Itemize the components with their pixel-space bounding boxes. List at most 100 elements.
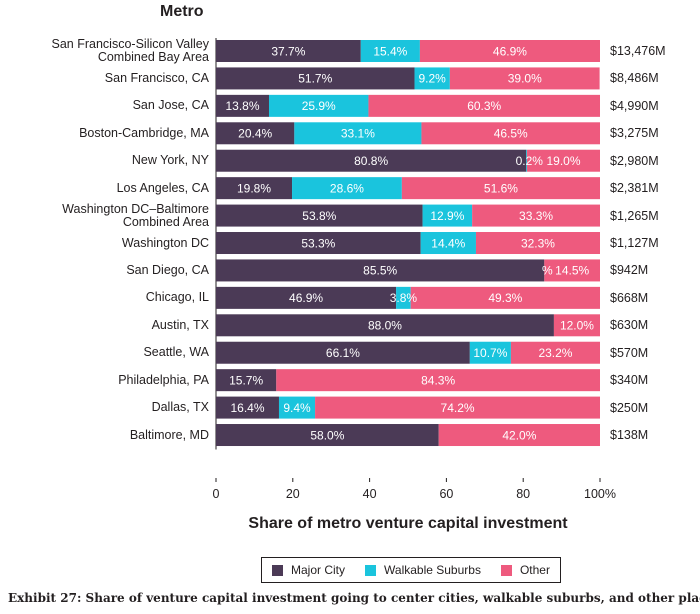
metro-label: Los Angeles, CA: [116, 180, 209, 195]
total-investment-label: $1,127M: [610, 236, 659, 250]
value-label-walkable-suburbs: 25.9%: [302, 99, 336, 113]
bar-segment-major-city: [216, 314, 554, 337]
bar-segment-other: [553, 314, 600, 337]
bar-segment-other: [527, 149, 600, 172]
x-tick-label: 100%: [584, 487, 616, 501]
value-label-major-city: 46.9%: [289, 291, 323, 305]
bar-segment-major-city: [216, 177, 293, 200]
value-label-walkable-suburbs: 14.4%: [431, 236, 465, 250]
bar-segment-major-city: [216, 40, 361, 62]
metro-label: New York, NY: [131, 153, 209, 168]
total-investment-label: $570M: [610, 345, 649, 360]
value-label-other: 14.5%: [555, 264, 589, 278]
value-label-other: 60.3%: [467, 99, 501, 113]
total-investment-label: $942M: [610, 263, 649, 278]
bar-segment-major-city: [216, 122, 295, 145]
bar-segment-major-city: [216, 94, 269, 117]
value-label-other: 33.3%: [519, 209, 553, 223]
bar-segment-walkable-suburbs: [360, 40, 420, 62]
value-label-major-city: 20.4%: [238, 127, 272, 141]
bar-segment-walkable-suburbs: [268, 94, 369, 117]
value-label-other: 32.3%: [521, 236, 555, 250]
legend-swatch-major-city: [272, 564, 283, 576]
bar-segment-other: [475, 232, 600, 255]
x-tick-label: 0: [213, 487, 220, 501]
bar-segment-walkable-suburbs: [422, 204, 473, 227]
value-label-other: 49.3%: [488, 291, 522, 305]
legend-swatch-other: [500, 564, 512, 576]
total-investment-label: $668M: [610, 290, 649, 305]
bar-segment-major-city: [216, 396, 279, 419]
total-investment-label: $138M: [610, 428, 649, 443]
total-investment-label: $250M: [610, 400, 649, 415]
legend-item-other: Other: [500, 563, 550, 577]
value-label-other: 46.5%: [494, 127, 528, 141]
value-label-major-city: 80.8%: [354, 154, 388, 168]
x-tick-label: 80: [516, 487, 530, 501]
value-label-walkable-suburbs: 12.9%: [430, 209, 464, 223]
value-label-walkable-suburbs: 15.4%: [373, 44, 407, 58]
y-axis-heading: Metro: [160, 3, 204, 20]
value-label-major-city: 88.0%: [368, 319, 402, 333]
bar-segment-other: [544, 259, 600, 282]
total-investment-label: $1,265M: [610, 208, 659, 223]
bar-segment-other: [449, 67, 600, 90]
value-label-major-city: 16.4%: [230, 401, 264, 415]
metro-label: Austin, TX: [151, 317, 209, 332]
bar-segment-major-city: [216, 232, 421, 255]
bar-segment-other: [368, 94, 600, 117]
value-label-walkable-suburbs: 0.2%: [516, 154, 544, 168]
metro-label: San Diego, CA: [126, 262, 209, 277]
value-label-walkable-suburbs: 33.1%: [341, 127, 375, 141]
value-label-other: 46.9%: [493, 44, 527, 58]
value-label-other: 19.0%: [547, 154, 581, 168]
total-investment-label: $630M: [610, 318, 649, 333]
bar-segment-major-city: [216, 369, 277, 392]
value-label-walkable-suburbs: %: [542, 264, 553, 278]
bar-segment-walkable-suburbs: [294, 122, 422, 145]
bar-segment-other: [401, 177, 600, 200]
bar-segment-walkable-suburbs: [396, 286, 411, 309]
value-label-major-city: 15.7%: [229, 373, 263, 387]
bar-segment-walkable-suburbs: [469, 341, 511, 364]
metro-label: San Francisco, CA: [104, 70, 209, 85]
value-label-major-city: 53.8%: [302, 209, 336, 223]
metro-label: San Jose, CA: [132, 98, 209, 113]
total-investment-label: $2,980M: [610, 153, 659, 168]
total-investment-label: $3,275M: [610, 126, 659, 141]
x-tick-label: 40: [363, 487, 377, 501]
value-label-major-city: 85.5%: [363, 264, 397, 278]
total-investment-label: $340M: [610, 373, 649, 388]
legend-label-major-city: Major City: [291, 563, 346, 577]
total-investment-label: $2,381M: [610, 181, 659, 196]
bar-segment-walkable-suburbs: [526, 149, 528, 172]
legend-label-other: Other: [519, 563, 550, 577]
value-label-other: 74.2%: [441, 401, 475, 415]
bar-segment-walkable-suburbs: [278, 396, 316, 419]
bar-segment-other: [276, 369, 600, 392]
value-label-major-city: 51.7%: [298, 72, 332, 86]
total-investment-label: $4,990M: [610, 98, 659, 113]
exhibit-caption: Exhibit 27: Share of venture capital inv…: [8, 591, 700, 605]
legend-item-walkable-suburbs: Walkable Suburbs: [365, 563, 481, 577]
x-tick-label: 20: [286, 487, 300, 501]
bar-segment-other: [419, 40, 600, 62]
bar-segment-other: [421, 122, 600, 145]
total-investment-label: $13,476M: [610, 44, 666, 58]
bar-segment-major-city: [216, 149, 527, 172]
value-label-walkable-suburbs: 28.6%: [330, 181, 364, 195]
value-label-major-city: 53.3%: [301, 236, 335, 250]
value-label-major-city: 58.0%: [310, 428, 344, 442]
value-label-other: 23.2%: [538, 346, 572, 360]
metro-label: Seattle, WA: [143, 345, 209, 360]
bar-segment-major-city: [216, 67, 415, 90]
value-label-major-city: 19.8%: [237, 181, 271, 195]
bar-segment-walkable-suburbs: [292, 177, 402, 200]
metro-label: Baltimore, MD: [129, 427, 209, 442]
legend: Major City Walkable Suburbs Other: [261, 557, 561, 583]
bar-segment-other: [472, 204, 600, 227]
bar-segment-other: [510, 341, 600, 364]
bar-segment-other: [410, 286, 600, 309]
metro-label: Dallas, TX: [151, 400, 209, 415]
value-label-other: 39.0%: [508, 72, 542, 86]
